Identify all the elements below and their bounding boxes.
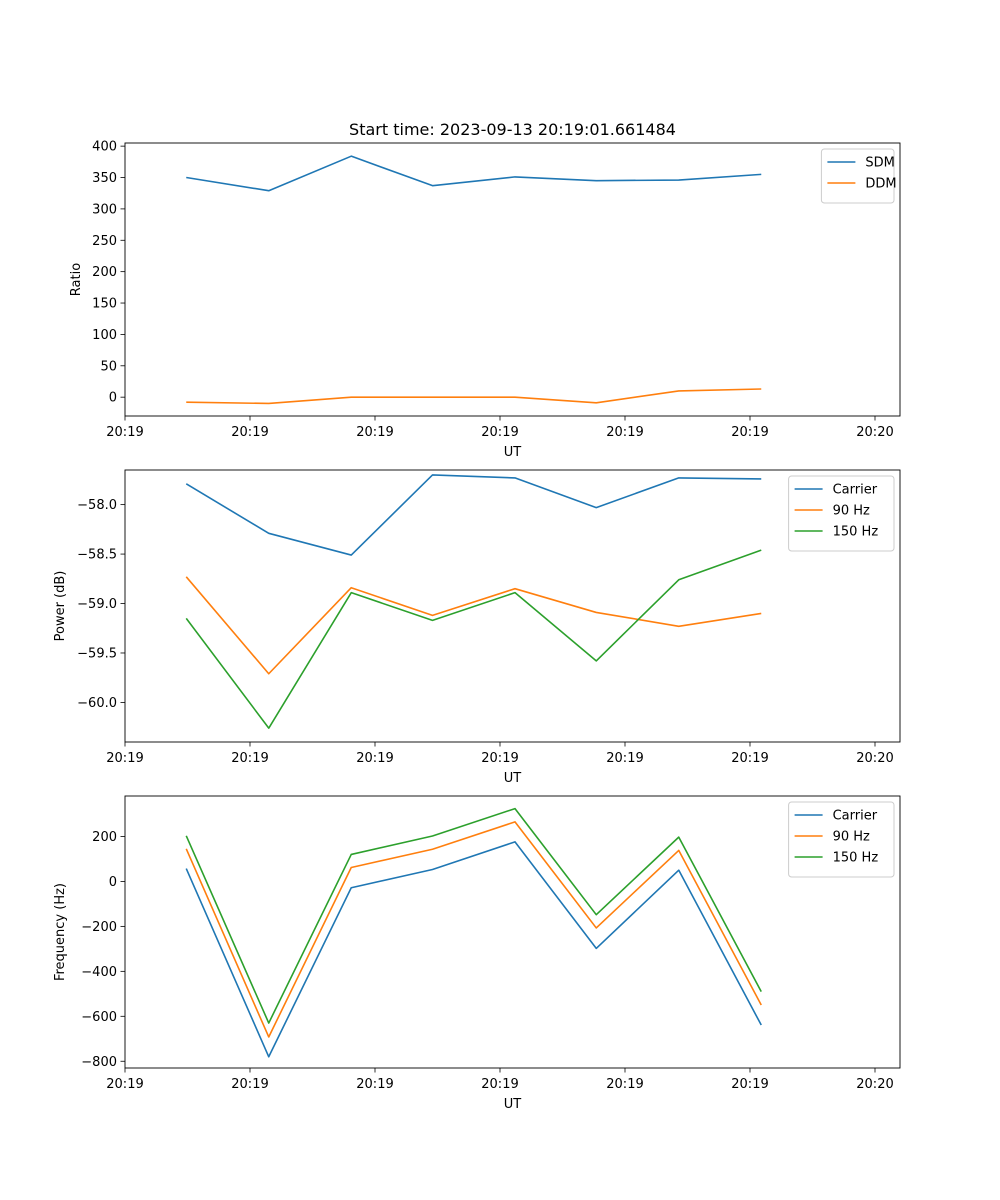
y-tick-label: 200 bbox=[92, 830, 117, 845]
legend: Carrier 90 Hz 150 Hz bbox=[788, 801, 895, 878]
series-line-sdm bbox=[186, 155, 762, 192]
chart-panel-3: 20:19 20:19 20:19 20:19 20:19 20:19 20:20 −800 −… bbox=[53, 795, 901, 1112]
legend-label: DDM bbox=[865, 177, 896, 192]
y-tick-label: −200 bbox=[81, 920, 117, 935]
y-tick-label: −400 bbox=[81, 965, 117, 980]
x-tick-label: 20:19 bbox=[481, 425, 518, 440]
x-axis-label: UT bbox=[504, 771, 522, 786]
x-tick-label: 20:19 bbox=[106, 1077, 143, 1092]
y-tick-label: 150 bbox=[92, 297, 117, 312]
legend: SDM DDM bbox=[820, 148, 897, 204]
x-tick-label: 20:20 bbox=[856, 1077, 893, 1092]
x-tick-label: 20:19 bbox=[731, 751, 768, 766]
legend-box bbox=[788, 475, 895, 552]
legend-label: 150 Hz bbox=[833, 525, 879, 540]
chart-panel-1: 20:19 20:19 20:19 20:19 20:19 20:19 20:20 0 50 10… bbox=[69, 120, 901, 460]
legend-label: 150 Hz bbox=[833, 851, 879, 866]
legend-label: SDM bbox=[865, 156, 894, 171]
x-tick-label: 20:19 bbox=[231, 1077, 268, 1092]
y-tick-label: −60.0 bbox=[77, 696, 117, 711]
y-axis-label: Power (dB) bbox=[53, 571, 68, 642]
y-tick-label: −59.0 bbox=[77, 597, 117, 612]
y-tick-label: 200 bbox=[92, 265, 117, 280]
series-line-150-hz bbox=[185, 549, 762, 729]
y-tick-label: 50 bbox=[100, 359, 117, 374]
chart-title: Start time: 2023-09-13 20:19:01.661484 bbox=[349, 120, 676, 139]
y-tick-label: 100 bbox=[92, 328, 117, 343]
x-axis-label: UT bbox=[504, 445, 522, 460]
x-tick-label: 20:19 bbox=[356, 425, 393, 440]
series-line-150-hz bbox=[185, 807, 762, 1024]
series-line-90-hz bbox=[185, 576, 762, 675]
y-axis-label: Frequency (Hz) bbox=[53, 883, 68, 981]
legend-label: Carrier bbox=[833, 483, 878, 498]
y-tick-label: 300 bbox=[92, 202, 117, 217]
axes-frame bbox=[124, 795, 901, 1069]
chart-panel-2: 20:19 20:19 20:19 20:19 20:19 20:19 20:20 −60.0… bbox=[53, 469, 901, 786]
y-tick-label: 400 bbox=[92, 140, 117, 155]
x-tick-label: 20:19 bbox=[356, 751, 393, 766]
x-tick-label: 20:19 bbox=[606, 1077, 643, 1092]
legend-label: Carrier bbox=[833, 809, 878, 824]
x-tick-label: 20:19 bbox=[106, 425, 143, 440]
legend-label: 90 Hz bbox=[833, 504, 870, 519]
legend-box bbox=[788, 801, 895, 878]
x-tick-label: 20:19 bbox=[481, 1077, 518, 1092]
x-tick-label: 20:19 bbox=[356, 1077, 393, 1092]
series-line-90-hz bbox=[185, 821, 762, 1038]
x-tick-label: 20:19 bbox=[106, 751, 143, 766]
series-line-ddm bbox=[186, 388, 762, 405]
series-line-carrier bbox=[185, 474, 762, 556]
y-tick-label: 0 bbox=[109, 391, 117, 406]
legend-label: 90 Hz bbox=[833, 830, 870, 845]
x-tick-label: 20:19 bbox=[606, 425, 643, 440]
y-tick-label: 0 bbox=[109, 875, 117, 890]
legend: Carrier 90 Hz 150 Hz bbox=[788, 475, 895, 552]
x-tick-label: 20:20 bbox=[856, 751, 893, 766]
y-tick-label: 250 bbox=[92, 234, 117, 249]
x-axis-label: UT bbox=[504, 1097, 522, 1112]
x-tick-label: 20:20 bbox=[856, 425, 893, 440]
y-tick-label: −58.5 bbox=[77, 548, 117, 563]
y-tick-label: −600 bbox=[81, 1010, 117, 1025]
y-tick-label: −800 bbox=[81, 1055, 117, 1070]
x-tick-label: 20:19 bbox=[231, 751, 268, 766]
x-tick-label: 20:19 bbox=[731, 1077, 768, 1092]
y-tick-label: 350 bbox=[92, 171, 117, 186]
axes-frame bbox=[124, 142, 901, 417]
x-tick-label: 20:19 bbox=[231, 425, 268, 440]
x-tick-label: 20:19 bbox=[606, 751, 643, 766]
y-axis-label: Ratio bbox=[69, 263, 84, 296]
x-tick-label: 20:19 bbox=[481, 751, 518, 766]
y-tick-label: −58.0 bbox=[77, 498, 117, 513]
x-tick-label: 20:19 bbox=[731, 425, 768, 440]
axes-frame bbox=[124, 469, 901, 743]
series-line-carrier bbox=[185, 841, 762, 1058]
y-tick-label: −59.5 bbox=[77, 646, 117, 661]
